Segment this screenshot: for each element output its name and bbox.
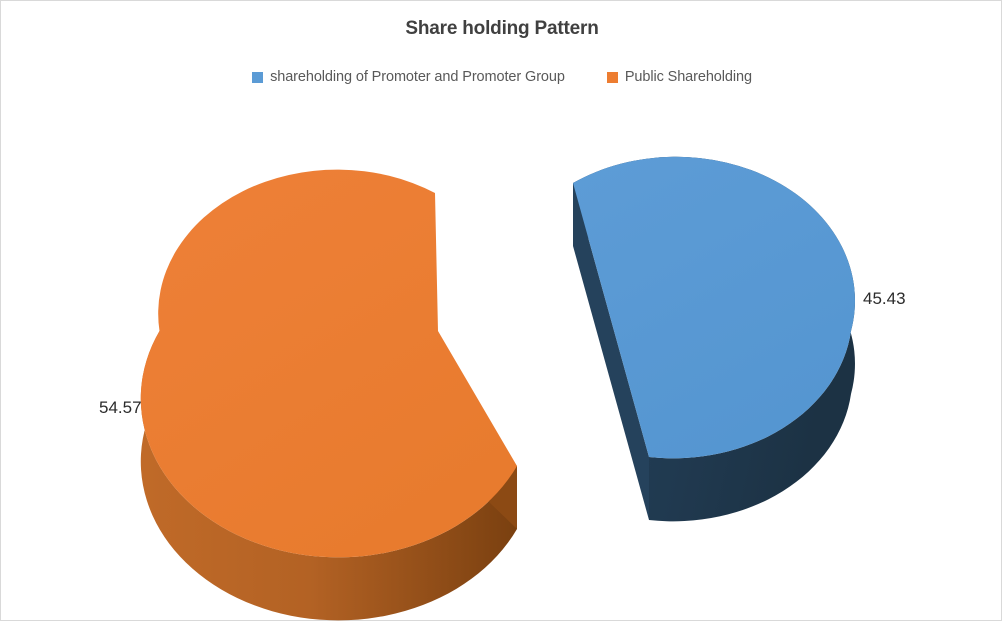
legend-item-public[interactable]: Public Shareholding <box>606 69 752 85</box>
square-swatch-icon <box>252 71 264 83</box>
pie-slice-public-top-face <box>140 169 517 558</box>
data-label-public-shareholding: 54.57 <box>99 398 142 417</box>
chart-legend: shareholding of Promoter and Promoter Gr… <box>1 69 1002 85</box>
pie-slice-public-side-wall <box>140 331 518 621</box>
legend-item-promoter[interactable]: shareholding of Promoter and Promoter Gr… <box>252 69 565 85</box>
chart-title: Share holding Pattern <box>405 18 599 39</box>
legend-item-label: shareholding of Promoter and Promoter Gr… <box>270 69 565 85</box>
pie-slice-promoter-top-face <box>573 156 855 459</box>
data-label-promoter-group: 45.43 <box>863 289 906 308</box>
legend-item-label: Public Shareholding <box>624 69 752 85</box>
pie-slice-promoter-group[interactable] <box>573 156 855 522</box>
pie-slice-promoter-radial-wall <box>573 183 649 520</box>
square-swatch-icon <box>606 71 618 83</box>
pie-slice-public-shareholding[interactable] <box>140 169 518 621</box>
